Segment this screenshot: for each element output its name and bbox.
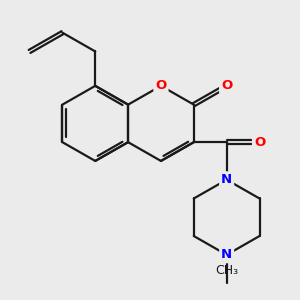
Text: O: O [254, 136, 265, 149]
Text: CH₃: CH₃ [215, 264, 238, 277]
Text: O: O [221, 80, 232, 92]
Text: N: N [221, 173, 232, 186]
Text: N: N [221, 248, 232, 261]
Text: O: O [155, 80, 167, 92]
